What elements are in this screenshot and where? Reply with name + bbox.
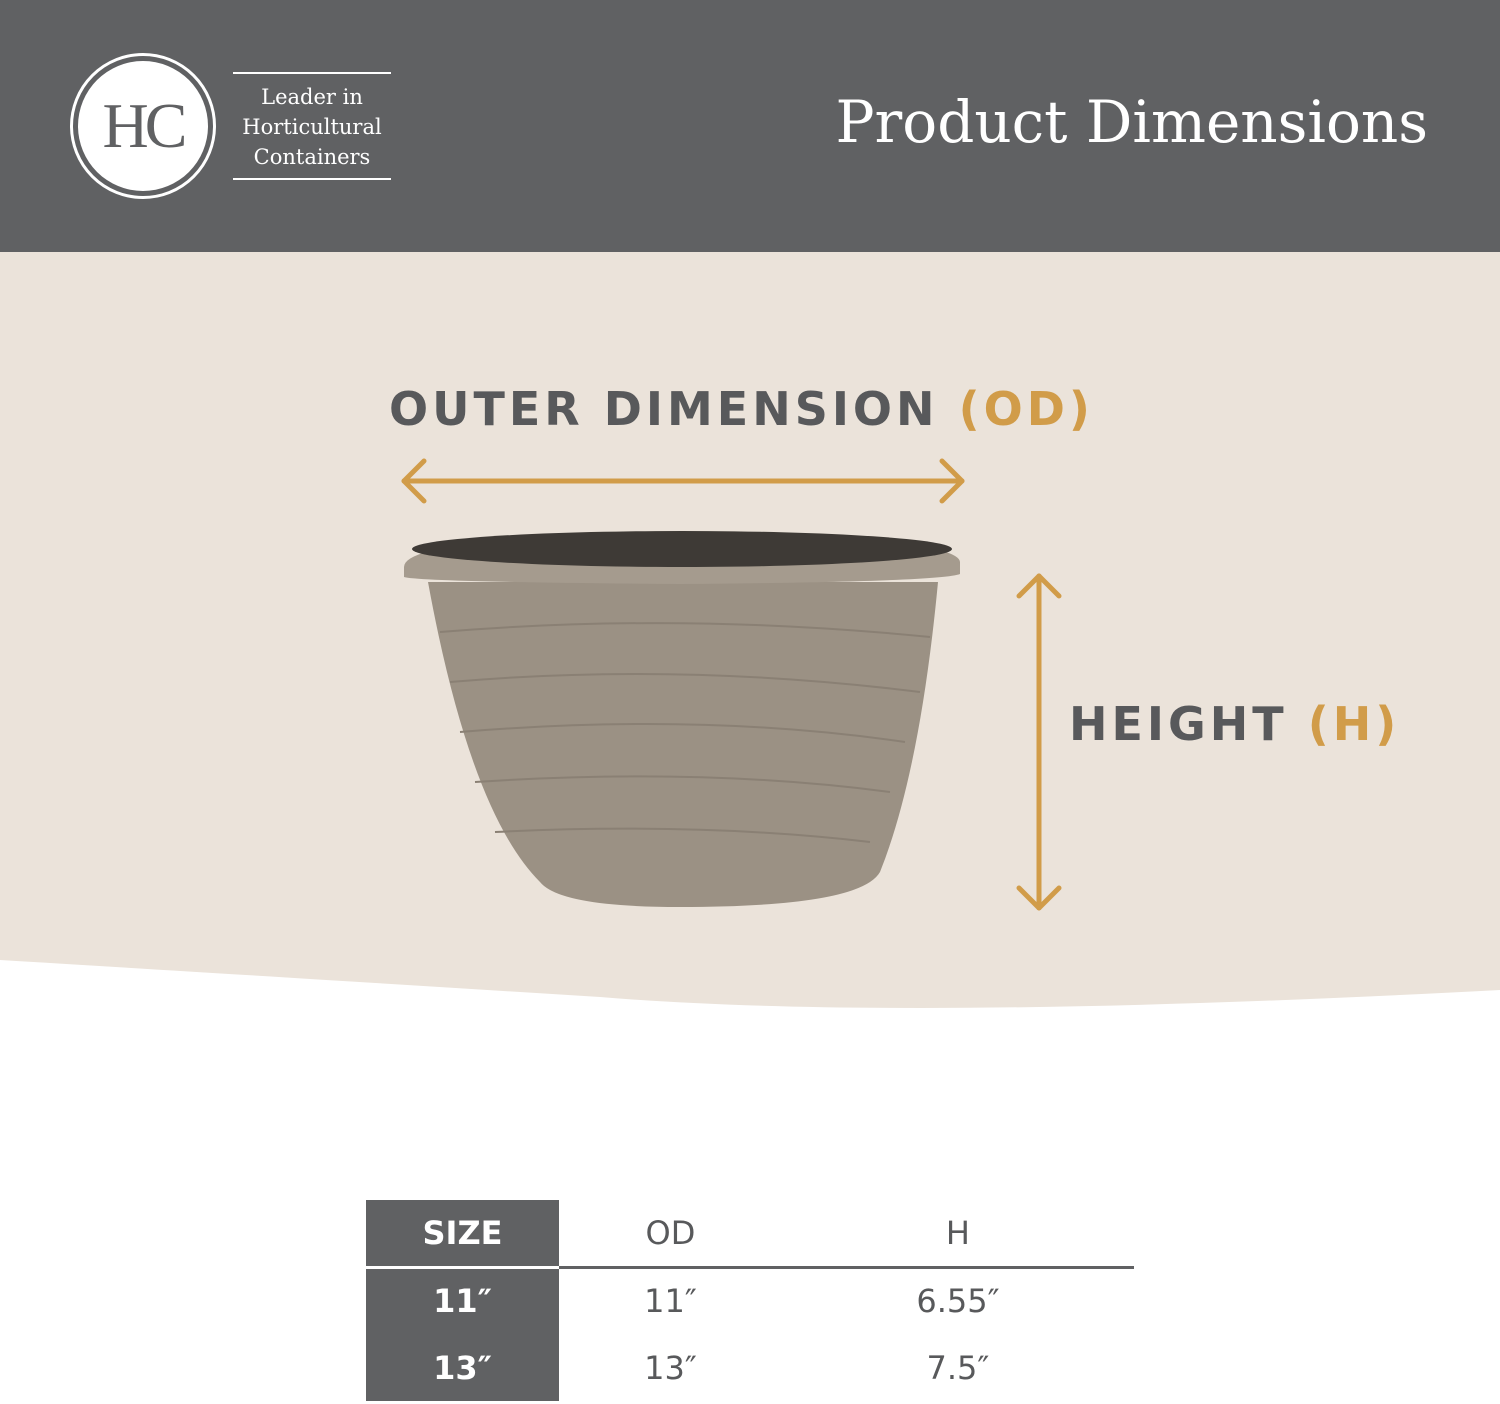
table-header-row: SIZE OD H [366, 1200, 1134, 1269]
height-label-text: HEIGHT [1069, 697, 1288, 751]
header-h: H [781, 1200, 1134, 1269]
product-diagram [0, 252, 1500, 1008]
cell-h: 7.5″ [926, 1348, 990, 1387]
height-abbr: (H) [1307, 697, 1401, 751]
table-row: 11″ 11″ 6.55″ [366, 1267, 1134, 1334]
hc-logo: HC [70, 53, 216, 199]
cell-size: 13″ [366, 1334, 559, 1401]
header-od: OD [559, 1200, 782, 1269]
size-table: SIZE OD H 11″ 11″ 6.55″ 13″ 13″ 7.5″ [366, 1200, 1134, 1401]
cell-h: 6.55″ [916, 1282, 1000, 1321]
header-size: SIZE [366, 1200, 559, 1269]
page-title: Product Dimensions [835, 88, 1428, 156]
pot-image [404, 531, 960, 907]
od-label: OUTER DIMENSION (OD) [389, 382, 1094, 436]
height-arrow [1016, 573, 1062, 911]
header-banner: HC Leader in Horticultural Containers Pr… [0, 0, 1500, 252]
od-arrow [401, 458, 965, 504]
logo-text: HC [78, 61, 208, 191]
height-label: HEIGHT (H) [1069, 697, 1400, 751]
tagline-line: Leader in [261, 85, 363, 109]
tagline-line: Containers [253, 145, 371, 169]
table-row: 13″ 13″ 7.5″ [366, 1334, 1134, 1401]
cell-od: 13″ [644, 1348, 697, 1387]
cell-od: 11″ [644, 1282, 697, 1321]
cell-size: 11″ [366, 1267, 559, 1334]
tagline-line: Horticultural [242, 115, 382, 139]
tagline: Leader in Horticultural Containers [233, 72, 391, 180]
od-label-text: OUTER DIMENSION [389, 382, 939, 436]
od-abbr: (OD) [958, 382, 1094, 436]
